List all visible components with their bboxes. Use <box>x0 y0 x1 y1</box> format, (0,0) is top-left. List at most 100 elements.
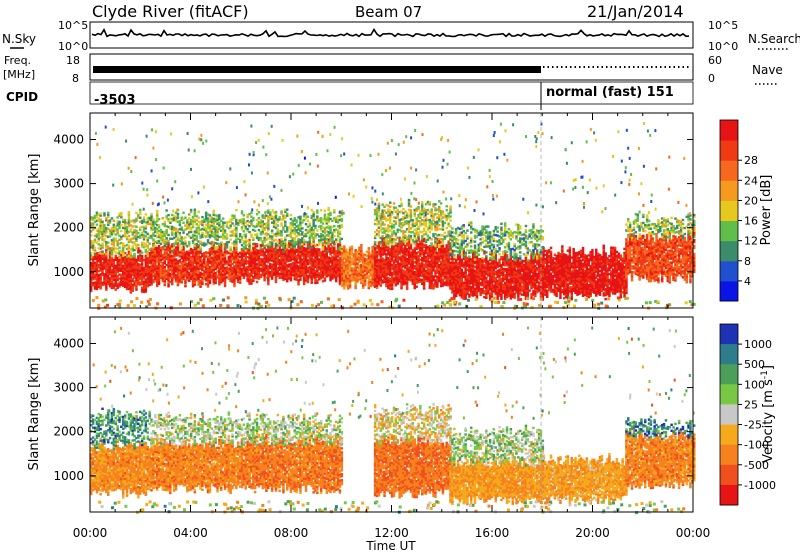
power-cell <box>229 255 232 259</box>
power-cell <box>116 258 119 262</box>
power-cell <box>462 281 465 284</box>
power-cell <box>449 283 452 286</box>
power-cell <box>477 281 481 285</box>
power-cell <box>451 271 454 274</box>
power-cell <box>157 252 161 256</box>
power-cell <box>544 285 547 288</box>
power-cell <box>314 275 317 279</box>
power-cell <box>131 259 134 263</box>
power-cell <box>289 251 293 254</box>
power-cell <box>385 269 388 272</box>
power-cell <box>261 254 264 257</box>
power-cell <box>381 253 384 256</box>
power-cell <box>242 276 246 280</box>
power-cell <box>572 253 575 257</box>
power-cell <box>299 268 302 271</box>
power-cell <box>390 287 394 291</box>
power-cell <box>93 285 97 288</box>
power-cell <box>184 255 187 258</box>
power-cell <box>524 283 528 287</box>
power-cell <box>559 256 562 260</box>
power-cell <box>436 241 439 245</box>
power-cell <box>394 264 398 267</box>
power-cell <box>539 293 543 296</box>
power-cell <box>93 275 97 278</box>
power-cell <box>180 273 183 276</box>
power-cell <box>547 270 551 274</box>
power-cell <box>129 259 133 262</box>
power-cell <box>223 272 227 276</box>
power-cell <box>142 280 146 284</box>
power-cell <box>572 267 575 271</box>
power-cell <box>163 278 166 281</box>
power-cell <box>564 254 568 257</box>
power-cell <box>220 265 223 268</box>
power-cell <box>148 258 151 261</box>
power-cell <box>536 284 539 288</box>
power-cell <box>585 281 589 284</box>
power-cell <box>471 260 475 263</box>
power-cell <box>257 249 261 253</box>
power-cell <box>574 252 577 255</box>
power-cell <box>184 285 187 288</box>
power-cell <box>422 275 426 278</box>
power-cell <box>293 254 296 257</box>
power-cell <box>139 275 142 278</box>
power-cell <box>131 271 134 275</box>
power-cell <box>284 275 287 279</box>
power-cell <box>133 270 136 273</box>
power-cell <box>354 257 357 260</box>
power-cell <box>329 261 332 264</box>
power-cell <box>178 265 182 268</box>
power-cell <box>517 280 520 284</box>
power-cell <box>299 266 302 269</box>
power-cell <box>261 272 264 275</box>
power-cell <box>428 250 432 254</box>
power-cell <box>572 255 575 259</box>
power-cell <box>413 251 416 254</box>
power-cell <box>439 284 443 288</box>
power-cell <box>513 286 516 289</box>
power-cell <box>362 252 365 256</box>
power-cell <box>253 272 257 275</box>
power-cell <box>184 265 187 268</box>
power-cell <box>591 260 594 264</box>
power-cell <box>346 283 350 286</box>
power-cell <box>186 252 189 256</box>
power-cell <box>193 277 197 280</box>
power-cell <box>144 280 148 283</box>
power-cell <box>308 244 312 247</box>
power-cell <box>415 257 418 261</box>
power-cell <box>405 281 409 285</box>
power-cell <box>346 269 350 272</box>
power-cell <box>95 269 99 273</box>
power-cell <box>385 253 388 256</box>
power-cell <box>338 279 342 282</box>
power-cell <box>338 269 342 272</box>
power-cell <box>341 252 344 256</box>
power-cell <box>103 279 106 282</box>
power-cell <box>451 289 454 292</box>
power-cell <box>432 261 435 264</box>
power-cell <box>464 259 467 263</box>
power-cell <box>210 268 214 271</box>
power-cell <box>316 247 319 251</box>
power-cell <box>321 266 325 269</box>
power-cell <box>551 262 555 266</box>
power-cell <box>585 255 589 258</box>
power-cell <box>559 270 562 274</box>
power-cell <box>470 282 473 285</box>
power-cell <box>123 267 127 271</box>
power-cell <box>157 282 161 286</box>
power-cell <box>454 278 458 282</box>
power-cell <box>451 287 454 290</box>
power-cell <box>216 264 219 267</box>
power-cell <box>297 283 300 286</box>
power-cell <box>413 265 416 268</box>
power-cell <box>314 260 317 263</box>
power-cell <box>426 265 430 269</box>
power-cell <box>278 238 281 242</box>
power-cell <box>528 271 531 274</box>
power-cell <box>107 264 110 268</box>
power-cell <box>227 267 231 270</box>
